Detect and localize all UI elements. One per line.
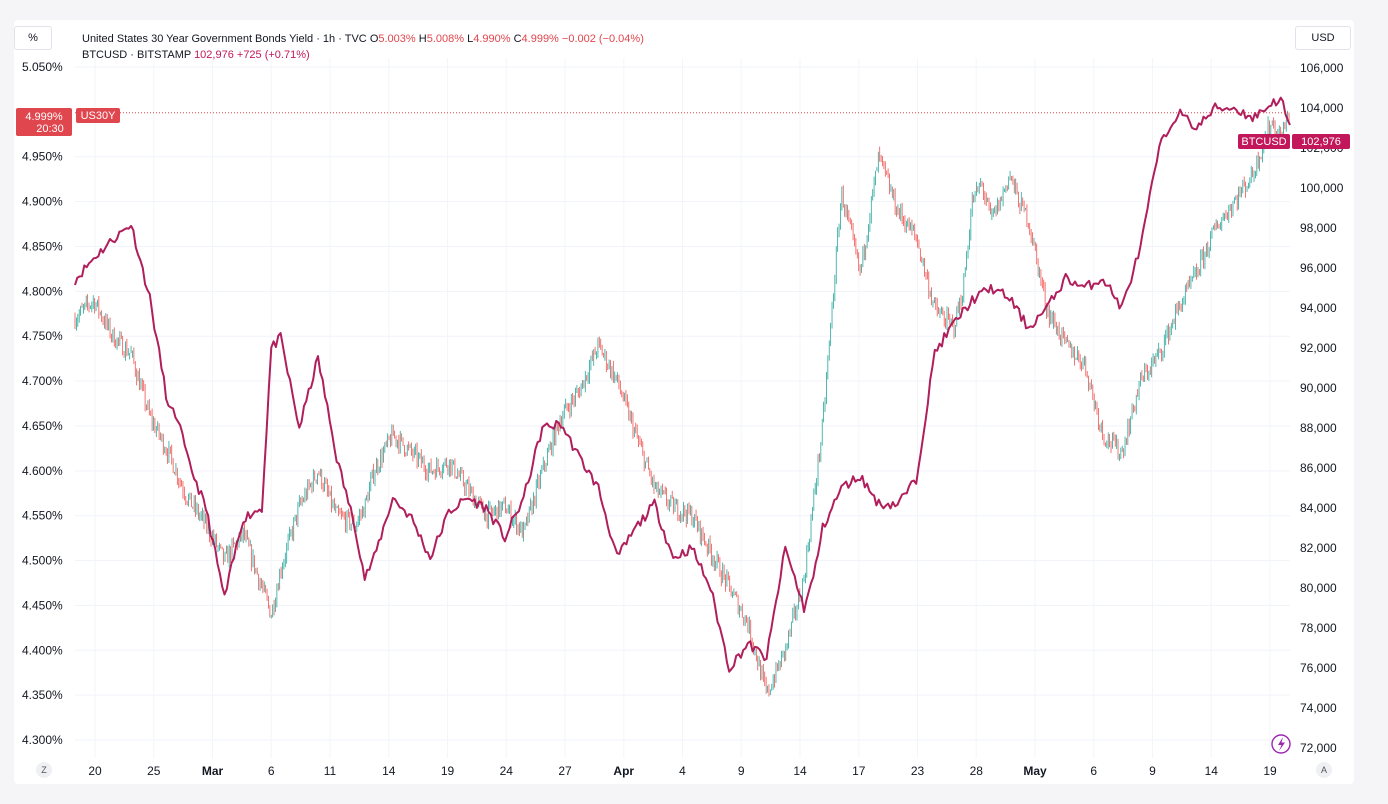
btcusd-series	[74, 96, 1291, 673]
right-tick-label: 76,000	[1300, 661, 1337, 675]
time-tick-label: 9	[738, 764, 745, 778]
left-tick-label: 4.850%	[22, 239, 63, 253]
legend-btcusd[interactable]: BTCUSD · BITSTAMP 102,976 +725 (+0.71%)	[82, 47, 644, 63]
time-tick-label: 6	[268, 764, 275, 778]
time-tick-label: Mar	[202, 764, 224, 778]
btc-symbol-tag: BTCUSD	[1238, 134, 1290, 149]
legend-close-label: C	[513, 33, 522, 45]
time-tick-label: 19	[1263, 764, 1277, 778]
left-tick-label: 4.400%	[22, 643, 63, 657]
time-tick-label: 27	[558, 764, 572, 778]
right-tick-label: 106,000	[1300, 61, 1344, 75]
time-tick-label: 20	[88, 764, 102, 778]
left-tick-label: 4.300%	[22, 733, 63, 747]
time-tick-label: 4	[679, 764, 686, 778]
us30y-symbol-text: US30Y	[81, 110, 117, 122]
btc-badge-value: 102,976	[1301, 136, 1341, 148]
legend-btcusd-change: +725 (+0.71%)	[236, 49, 310, 61]
us30y-series	[74, 110, 1290, 697]
legend-us30y-title: United States 30 Year Government Bonds Y…	[82, 33, 367, 45]
time-tick-label: 11	[324, 764, 337, 778]
right-tick-label: 90,000	[1300, 381, 1337, 395]
left-tick-label: 4.900%	[22, 195, 63, 209]
left-tick-label: 5.050%	[22, 60, 63, 74]
legend-open-value: 5.003%	[378, 33, 416, 45]
legend-us30y-change: −0.002 (−0.04%)	[561, 33, 644, 45]
time-tick-label: 9	[1149, 764, 1156, 778]
time-tick-label: 14	[1205, 764, 1219, 778]
right-tick-label: 74,000	[1300, 701, 1337, 715]
legend-us30y[interactable]: United States 30 Year Government Bonds Y…	[82, 31, 644, 47]
right-tick-label: 88,000	[1300, 421, 1337, 435]
right-tick-label: 86,000	[1300, 461, 1337, 475]
right-tick-label: 72,000	[1300, 741, 1337, 755]
right-tick-label: 78,000	[1300, 621, 1337, 635]
left-axis: 5.050% 4.950% 4.900% 4.850% 4.800% 4.750% 4.70…	[22, 60, 63, 747]
auto-scale-z-button[interactable]: Z	[36, 762, 52, 778]
right-tick-label: 84,000	[1300, 501, 1337, 515]
right-tick-label: 82,000	[1300, 541, 1337, 555]
left-tick-label: 4.650%	[22, 419, 63, 433]
btc-price-badge: 102,976	[1292, 134, 1350, 149]
right-tick-label: 104,000	[1300, 101, 1344, 115]
us30y-badge-time: 20:30	[36, 123, 64, 135]
btcusd-line	[74, 96, 1291, 673]
right-tick-label: 92,000	[1300, 341, 1337, 355]
legend-low-label: L	[467, 33, 474, 45]
btc-symbol-text: BTCUSD	[1241, 136, 1286, 148]
time-tick-label: 6	[1090, 764, 1097, 778]
time-tick-label: 17	[852, 764, 866, 778]
right-tick-label: 80,000	[1300, 581, 1337, 595]
left-tick-label: 4.750%	[22, 329, 63, 343]
right-tick-label: 94,000	[1300, 301, 1337, 315]
left-tick-label: 4.600%	[22, 464, 63, 478]
chart-grid	[75, 58, 1290, 758]
us30y-symbol-tag: US30Y	[76, 108, 120, 123]
left-tick-label: 4.450%	[22, 598, 63, 612]
time-tick-label: 24	[500, 764, 514, 778]
us30y-price-badge: 4.999% 20:30	[16, 108, 72, 136]
left-tick-label: 4.500%	[22, 554, 63, 568]
right-axis: 106,000104,000102,000100,00098,00096,000…	[1300, 61, 1344, 755]
time-tick-label: 14	[382, 764, 396, 778]
chart-panel	[14, 20, 1354, 784]
left-tick-label: 4.350%	[22, 688, 63, 702]
lightning-bolt-icon[interactable]	[1271, 734, 1291, 754]
right-tick-label: 98,000	[1300, 221, 1337, 235]
chart-legend: United States 30 Year Government Bonds Y…	[82, 31, 644, 63]
time-tick-label: 23	[911, 764, 925, 778]
time-tick-label: Apr	[613, 764, 634, 778]
time-tick-label: 25	[147, 764, 161, 778]
legend-high-value: 5.008%	[426, 33, 465, 45]
legend-open-label: O	[369, 33, 379, 45]
time-tick-label: May	[1023, 764, 1047, 778]
time-tick-label: 28	[970, 764, 984, 778]
auto-scale-a-button[interactable]: A	[1316, 762, 1332, 778]
legend-close-value: 4.999%	[521, 33, 559, 45]
left-axis-unit-button[interactable]: %	[14, 26, 52, 50]
legend-low-value: 4.990%	[473, 33, 511, 45]
time-axis: 20 25 Mar 6 11 14 19 24 27 Apr 4 9 14 17 23 28 May 6 9 14 19	[88, 764, 1277, 778]
right-axis-unit-button[interactable]: USD	[1295, 26, 1351, 50]
right-tick-label: 96,000	[1300, 261, 1337, 275]
us30y-badge-value: 4.999%	[25, 111, 63, 123]
time-tick-label: 14	[793, 764, 807, 778]
legend-btcusd-title: BTCUSD · BITSTAMP	[82, 49, 191, 61]
right-tick-label: 100,000	[1300, 181, 1344, 195]
legend-btcusd-price: 102,976	[194, 49, 234, 61]
left-tick-label: 4.700%	[22, 374, 63, 388]
left-tick-label: 4.550%	[22, 509, 63, 523]
legend-high-label: H	[418, 33, 427, 45]
left-tick-label: 4.800%	[22, 284, 63, 298]
left-tick-label: 4.950%	[22, 150, 63, 164]
time-tick-label: 19	[441, 764, 455, 778]
